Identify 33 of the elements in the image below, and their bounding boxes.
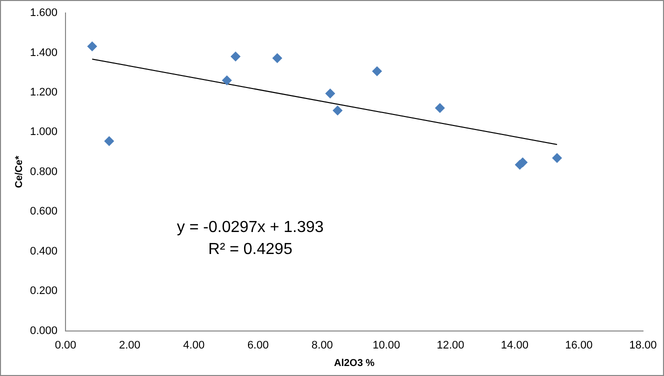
point [222, 75, 232, 86]
annotation: R² = 0.4295 [208, 240, 292, 258]
y-axis-title: Ce/Ce* [14, 156, 25, 188]
point [372, 66, 382, 76]
x-tick-label: 12.00 [436, 339, 464, 352]
point [87, 41, 98, 52]
y-tick-label: 0.200 [30, 285, 58, 298]
x-axis-title: Al2O3 % [334, 358, 375, 369]
x-tick-label: 10.00 [372, 339, 400, 352]
point [552, 152, 562, 163]
x-tick-label: 2.00 [118, 339, 140, 352]
x-tick-label: 14.00 [500, 339, 528, 352]
annotation: y = -0.0297x + 1.393 [176, 218, 324, 236]
x-tick-label: 18.00 [629, 339, 657, 352]
x-tick-label: 8.00 [311, 339, 333, 352]
y-tick-label: 1.400 [30, 46, 58, 59]
point [325, 88, 336, 98]
point [332, 106, 343, 116]
point [272, 53, 282, 64]
y-tick-label: 0.000 [30, 324, 58, 337]
point [104, 136, 114, 146]
point [230, 52, 241, 62]
x-tick-label: 4.00 [183, 339, 205, 352]
y-tick-label: 1.600 [30, 7, 58, 20]
y-tick-label: 1.200 [30, 86, 58, 98]
point [434, 102, 445, 113]
x-tick-label: 16.00 [565, 339, 593, 352]
y-tick-label: 0.400 [30, 245, 58, 258]
y-tick-label: 1.000 [30, 126, 58, 138]
x-tick-label: 6.00 [247, 339, 269, 352]
x-tick-label: 0.00 [54, 339, 76, 352]
y-tick-label: 0.600 [30, 206, 58, 218]
y-tick-label: 0.800 [30, 166, 58, 178]
